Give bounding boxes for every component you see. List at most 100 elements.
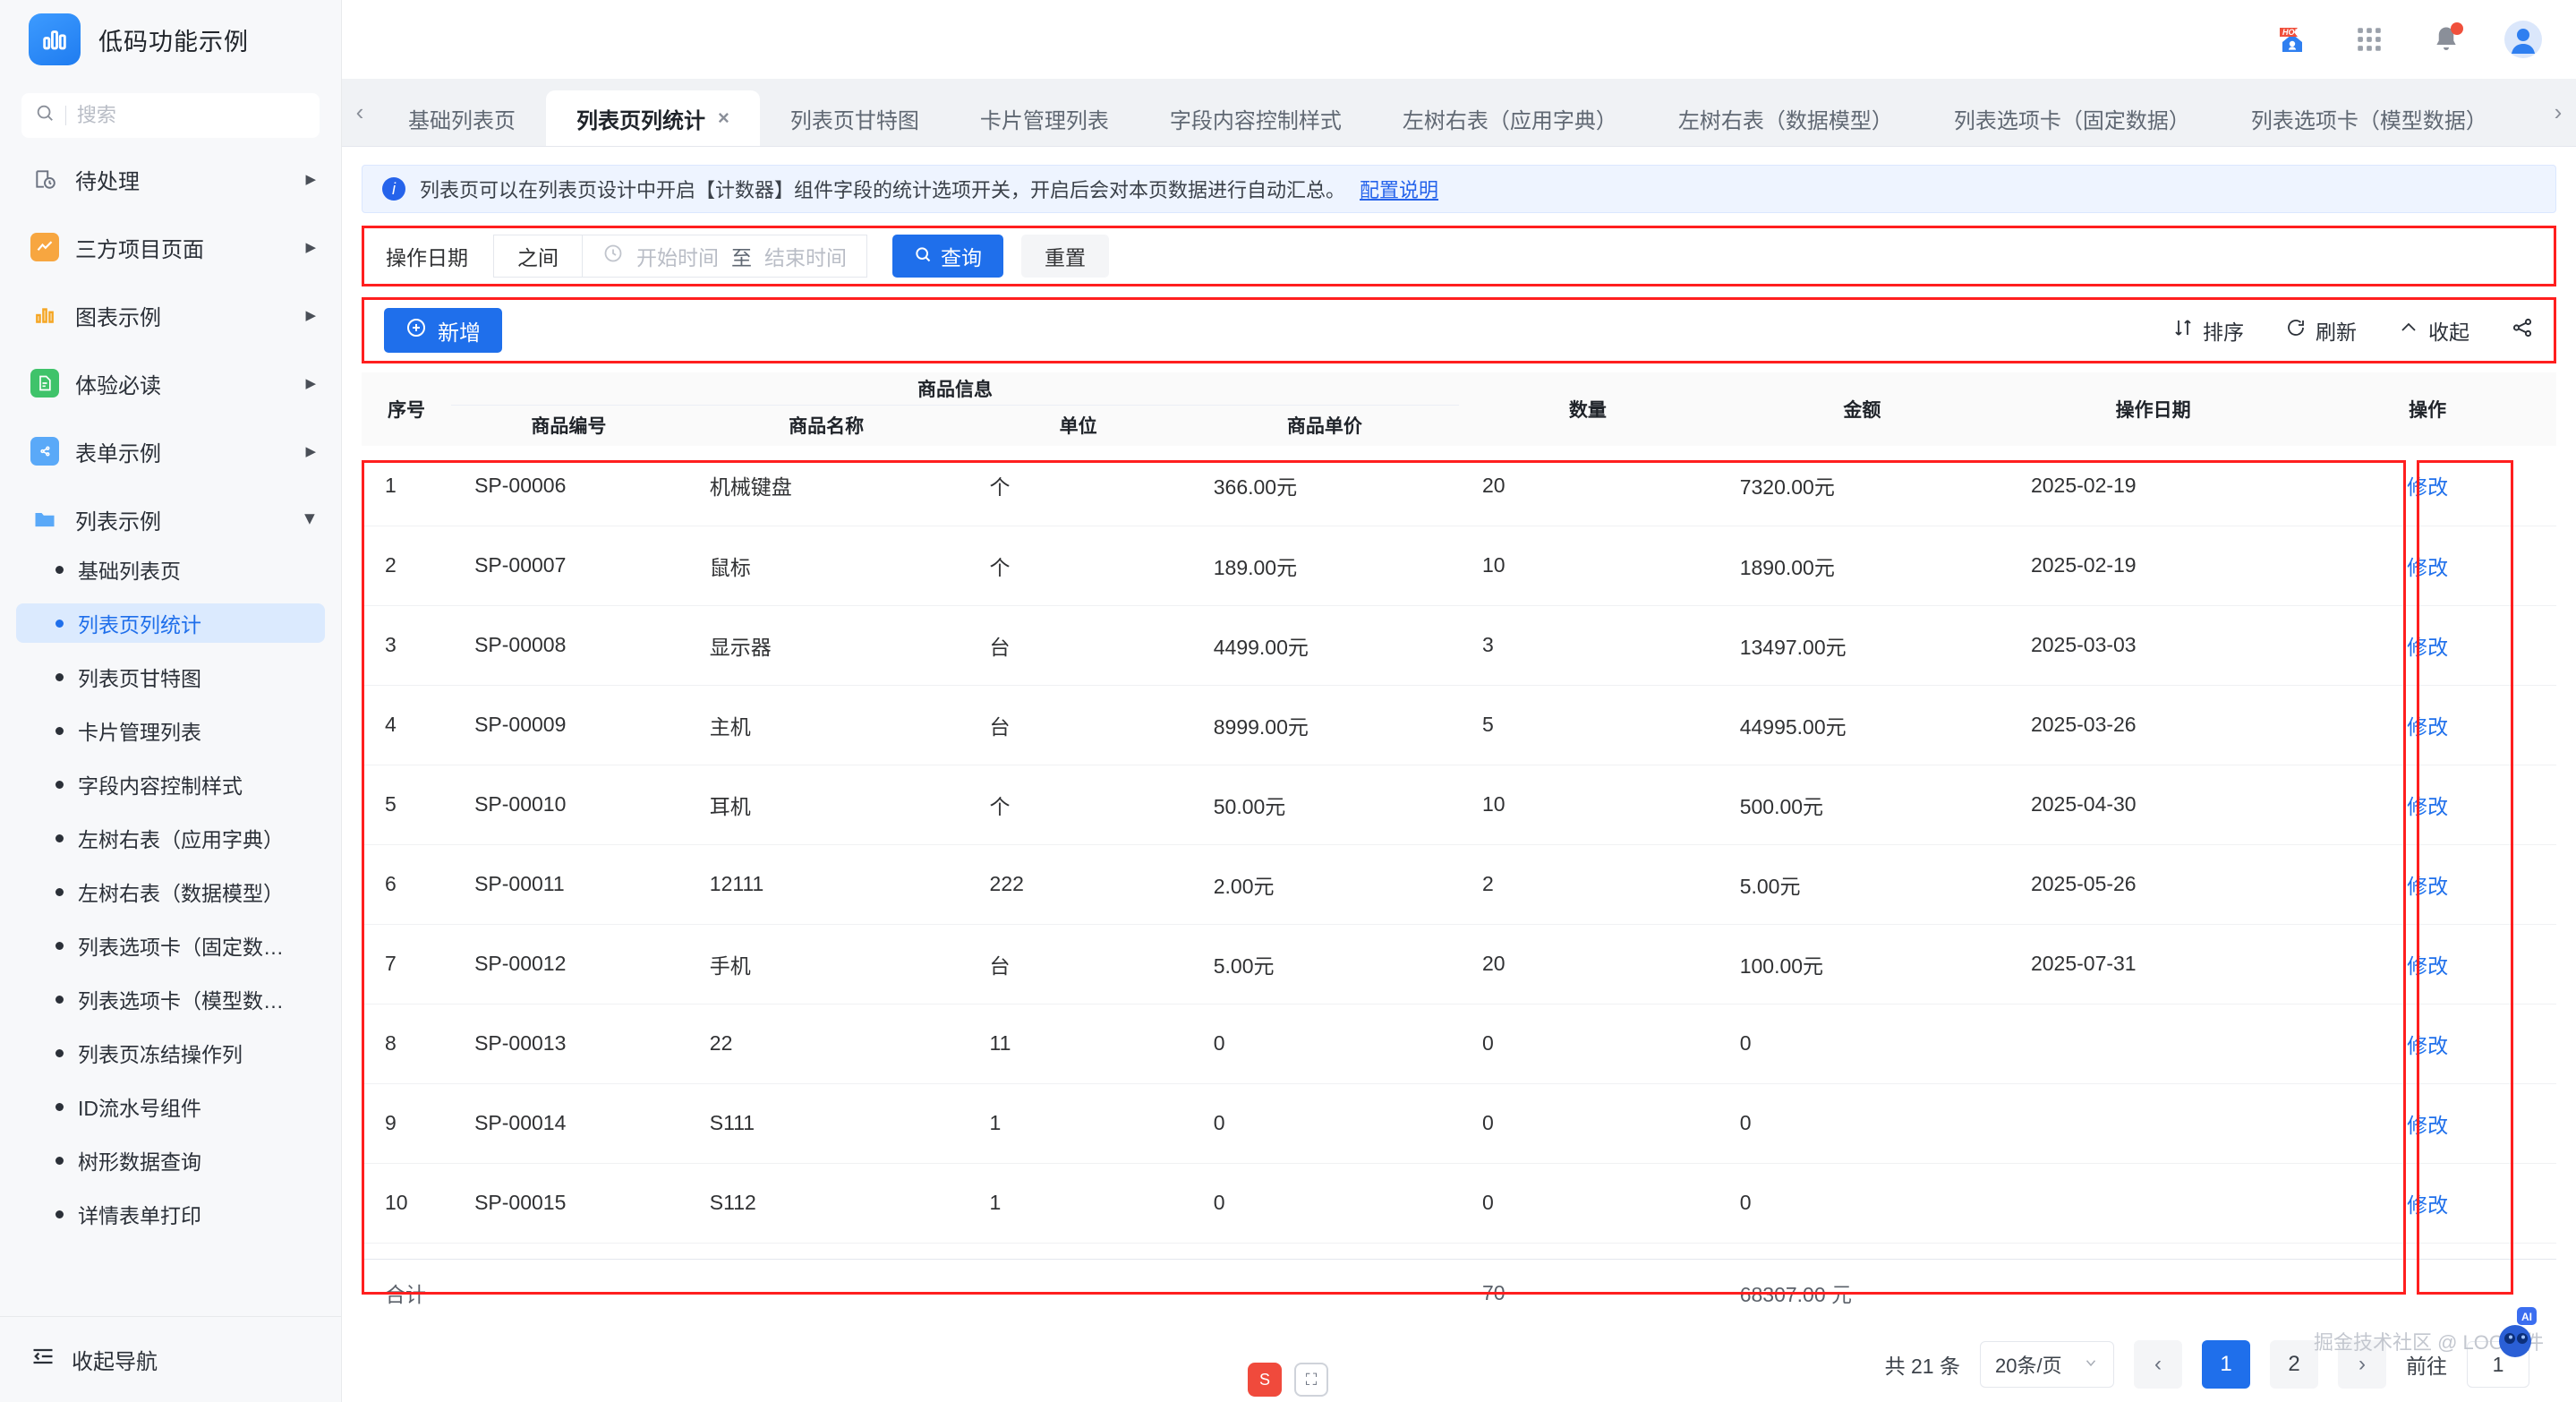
table-row[interactable]: 1 SP-00006 机械键盘 个 366.00元 20 7320.00元 20… [362,446,2556,526]
tab-basic-list[interactable]: 基础列表页 [378,90,546,146]
bell-icon[interactable] [2426,19,2467,60]
start-time-placeholder[interactable]: 开始时间 [636,246,719,269]
cell-price: 0 [1190,1083,1459,1164]
bullet-icon [55,1210,64,1218]
edit-link[interactable]: 修改 [2299,526,2556,606]
sidebar-subitem-label: 卡片管理列表 [78,721,201,744]
next-page-button[interactable]: › [2338,1340,2386,1389]
bullet-icon [55,726,64,735]
sidebar-item-third-party[interactable]: 三方项目页面 ▶ [0,220,341,274]
sidebar-item-tabs-fixed[interactable]: 列表选项卡（固定数… [16,926,325,965]
sidebar-item-card-list[interactable]: 卡片管理列表 [16,711,325,750]
edit-link[interactable]: 修改 [2299,685,2556,765]
cell-name: 手机 [686,924,967,1004]
sidebar-item-list-demo[interactable]: 列表示例 ▶ [0,492,341,546]
table-row[interactable]: 9 SP-00014 S111 1 0 0 0 修改 [362,1083,2556,1164]
cell-code: SP-00012 [451,924,687,1004]
tab-field-style[interactable]: 字段内容控制样式 [1139,90,1372,146]
filter-operator-value: 之间 [517,246,559,269]
cell-price: 2.00元 [1190,844,1459,925]
end-time-placeholder[interactable]: 结束时间 [764,246,847,269]
sidebar-item-detail-print[interactable]: 详情表单打印 [16,1194,325,1234]
search-box[interactable] [21,93,320,138]
th-unit: 单位 [966,405,1190,446]
cell-unit: 台 [966,685,1190,765]
tab-freeze-op[interactable]: 列表页冻结操作 [2518,90,2540,146]
page-size-select[interactable]: 20条/页 [1980,1341,2114,1388]
search-input[interactable] [76,104,306,127]
cell-seq: 10 [362,1163,452,1244]
tab-card-list[interactable]: 卡片管理列表 [950,90,1139,146]
sidebar-item-form-demo[interactable]: 表单示例 ▶ [0,424,341,478]
table-row[interactable]: 10 SP-00015 S112 1 0 0 0 修改 [362,1163,2556,1244]
sidebar-item-tabs-model[interactable]: 列表选项卡（模型数… [16,979,325,1019]
sidebar-item-chart-demo[interactable]: 图表示例 ▶ [0,288,341,342]
cell-unit: 222 [966,844,1190,925]
tab-label: 卡片管理列表 [979,108,1109,133]
table-body-scroll[interactable]: 1 SP-00006 机械键盘 个 366.00元 20 7320.00元 20… [362,446,2556,1259]
tab-tabs-fixed[interactable]: 列表选项卡（固定数据） [1923,90,2221,146]
collapse-nav-button[interactable]: 收起导航 [0,1316,341,1402]
tab-scroll-right-button[interactable]: › [2554,98,2563,125]
alert-link[interactable]: 配置说明 [1360,179,1439,201]
table-row[interactable]: 6 SP-00011 12111 222 2.00元 2 5.00元 2025-… [362,844,2556,925]
ai-assistant-icon[interactable]: AI [2490,1305,2546,1361]
sort-button[interactable]: 排序 [2172,315,2244,346]
edit-link[interactable]: 修改 [2299,605,2556,686]
th-code: 商品编号 [451,405,687,446]
sidebar-item-id-serial[interactable]: ID流水号组件 [16,1087,325,1126]
table-row[interactable]: 8 SP-00013 22 11 0 0 0 修改 [362,1004,2556,1084]
table-row[interactable]: 3 SP-00008 显示器 台 4499.00元 3 13497.00元 20… [362,605,2556,686]
table-row[interactable]: 4 SP-00009 主机 台 8999.00元 5 44995.00元 202… [362,685,2556,765]
edit-link[interactable]: 修改 [2299,1083,2556,1164]
th-amount: 金额 [1716,372,2008,446]
tab-list-column-stats[interactable]: 列表页列统计 × [546,90,760,146]
user-avatar-icon[interactable] [2503,19,2544,60]
tab-tabs-model[interactable]: 列表选项卡（模型数据） [2221,90,2518,146]
tab-tree-table-model[interactable]: 左树右表（数据模型） [1648,90,1923,146]
close-icon[interactable]: × [718,107,729,129]
add-button[interactable]: 新增 [384,308,502,353]
collapse-button[interactable]: 收起 [2398,315,2469,346]
table-row[interactable]: 7 SP-00012 手机 台 5.00元 20 100.00元 2025-07… [362,924,2556,1004]
share-button[interactable] [2511,316,2534,345]
edit-link[interactable]: 修改 [2299,1004,2556,1084]
sidebar-item-field-style[interactable]: 字段内容控制样式 [16,765,325,804]
edit-link[interactable]: 修改 [2299,924,2556,1004]
query-button[interactable]: 查询 [892,235,1003,278]
tab-scroll-left-button[interactable]: ‹ [355,98,364,125]
cell-qty: 0 [1458,1163,1717,1244]
sidebar-item-tree-table-dict[interactable]: 左树右表（应用字典） [16,818,325,858]
sidebar-item-gantt[interactable]: 列表页甘特图 [16,657,325,697]
sidebar-item-tree-query[interactable]: 树形数据查询 [16,1141,325,1180]
sidebar-item-pending[interactable]: 待处理 ▶ [0,152,341,206]
apps-grid-icon[interactable] [2349,19,2390,60]
table-row[interactable]: 5 SP-00010 耳机 个 50.00元 10 500.00元 2025-0… [362,765,2556,845]
sogou-input-icon[interactable]: S [1248,1363,1282,1397]
sidebar-item-freeze-op-col[interactable]: 列表页冻结操作列 [16,1033,325,1073]
th-date: 操作日期 [2007,372,2299,446]
screenshot-icon[interactable]: ⛶ [1294,1363,1328,1397]
edit-link[interactable]: 修改 [2299,765,2556,845]
filter-operator-select[interactable]: 之间 [493,235,583,278]
sidebar-item-tree-table-model[interactable]: 左树右表（数据模型） [16,872,325,911]
table-row[interactable]: 2 SP-00007 鼠标 个 189.00元 10 1890.00元 2025… [362,526,2556,606]
plus-circle-icon [405,317,427,345]
reset-button[interactable]: 重置 [1021,235,1109,278]
edit-link[interactable]: 修改 [2299,1163,2556,1244]
prev-page-button[interactable]: ‹ [2134,1340,2182,1389]
sidebar-item-list-column-stats[interactable]: 列表页列统计 [16,603,325,643]
hot-home-icon[interactable]: HOT [2272,19,2313,60]
edit-link[interactable]: 修改 [2299,844,2556,925]
tab-tree-table-dict[interactable]: 左树右表（应用字典） [1372,90,1648,146]
tab-gantt[interactable]: 列表页甘特图 [760,90,950,146]
page-number-2[interactable]: 2 [2270,1340,2318,1389]
sidebar-item-must-read[interactable]: 体验必读 ▶ [0,356,341,410]
cell-unit: 个 [966,765,1190,845]
edit-link[interactable]: 修改 [2299,446,2556,526]
sidebar-item-basic-list[interactable]: 基础列表页 [16,550,325,589]
page-number-1[interactable]: 1 [2202,1340,2250,1389]
refresh-button[interactable]: 刷新 [2285,315,2357,346]
chevron-right-icon: ▶ [305,308,316,323]
date-range-input[interactable]: 开始时间 至 结束时间 [583,235,867,278]
